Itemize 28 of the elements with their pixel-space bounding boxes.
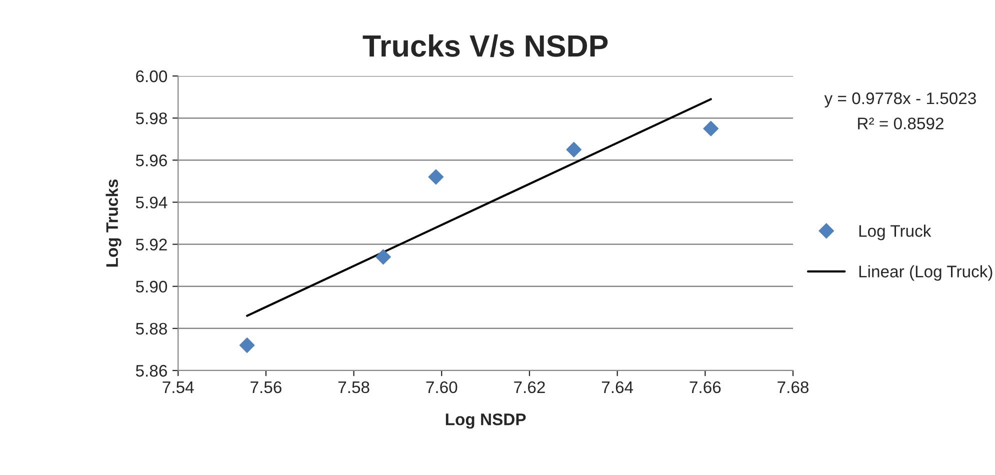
point: [376, 249, 391, 265]
x-tick-label: 7.56: [250, 381, 282, 394]
point: [703, 120, 719, 136]
y-tick-label: 5.96: [136, 154, 167, 166]
x-tick-label: 7.64: [602, 381, 634, 394]
y-tick-label: 5.88: [136, 322, 167, 335]
point: [428, 169, 444, 185]
legend-label: Linear (Log Truck): [859, 265, 992, 281]
y-tick-label: 5.90: [136, 280, 168, 293]
legend-label: Log Truck: [859, 224, 932, 240]
y-tick-label: 5.94: [136, 196, 168, 208]
y-axis-title: Log Trucks: [106, 179, 122, 267]
chart-title: Trucks V/s NSDP: [362, 34, 608, 58]
x-tick-label: 7.66: [690, 381, 721, 394]
y-tick-label: 5.92: [136, 238, 167, 250]
point: [566, 142, 582, 158]
y-tick-label: 5.86: [136, 364, 167, 377]
x-tick-label: 7.58: [338, 381, 370, 394]
x-tick-label: 7.54: [162, 382, 194, 394]
point: [239, 338, 255, 353]
text: R² = 0.8592: [858, 118, 944, 130]
x-tick-label: 7.62: [514, 381, 545, 394]
y-tick-label: 5.98: [136, 112, 167, 124]
x-tick-label: 7.60: [426, 381, 458, 394]
text: y = 0.9778x - 1.5023: [824, 92, 976, 108]
x-axis-title: Log NSDP: [446, 413, 526, 429]
y-tick-label: 6.00: [136, 70, 168, 82]
x-tick-label: 7.68: [778, 381, 809, 394]
